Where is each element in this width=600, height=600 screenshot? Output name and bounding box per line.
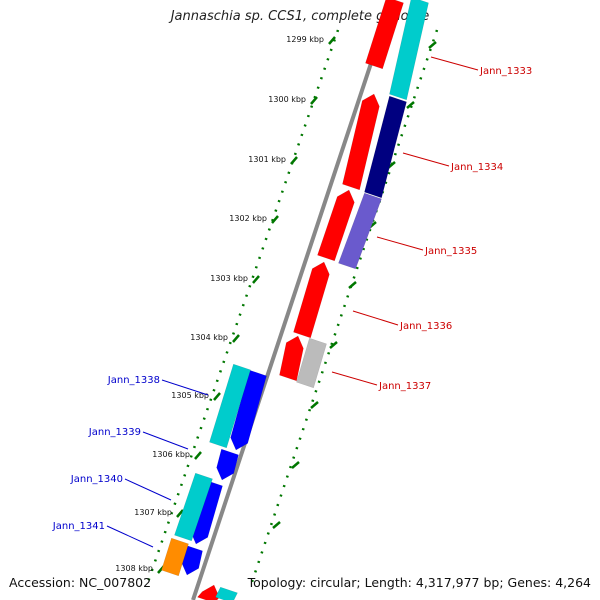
tick-mark-inner [310,401,319,409]
gene-label: Jann_1341 [52,521,105,532]
gene-label: Jann_1334 [450,162,503,173]
tick-mark [213,392,221,401]
feature-cyan [215,586,238,600]
tick-mark [176,509,184,518]
tick-mark [271,215,279,224]
gene-label-leader [124,478,172,501]
feature-navy [364,95,407,199]
feature-cyan [389,0,429,101]
cds-reverse [317,189,355,262]
tick-mark [328,36,336,45]
gene-label: Jann_1335 [424,246,477,257]
tick-label: 1299 kbp [286,35,324,44]
feature-orange [161,537,189,577]
genome-backbone [191,0,394,600]
tick-label: 1308 kbp [115,564,153,573]
gene-label: Jann_1336 [399,321,452,332]
tick-mark-inner [428,41,437,49]
tick-mark-inner [272,521,281,529]
cds-forward [230,369,267,451]
gene-label-leader [331,371,378,386]
gene-label-leader [352,310,399,326]
tick-mark-inner [348,281,357,289]
tick-label: 1301 kbp [248,155,286,164]
tick-track-inner [250,29,439,583]
tick-mark [194,451,202,460]
gene-label-leader [106,525,154,548]
tick-mark [232,334,240,343]
gene-label: Jann_1340 [70,474,123,485]
features [161,0,429,600]
tick-label: 1304 kbp [190,333,228,342]
accession-text: Accession: NC_007802 [9,575,152,590]
tick-track-outer [146,29,340,583]
tick-label: 1302 kbp [229,214,267,223]
gene-label: Jann_1339 [88,427,141,438]
map-title: Jannaschia sp. CCS1, complete genome [170,9,430,24]
tick-marks: 1299 kbp 1300 kbp 1301 kbp 1302 kbp 1303 kbp… [115,35,437,574]
cds-reverse [293,261,330,339]
tick-mark [252,275,260,284]
tick-mark [310,96,318,105]
cds-reverse [279,335,304,382]
gene-label-leader [142,431,189,450]
tick-mark-inner [329,341,338,349]
tick-label: 1307 kbp [134,508,172,517]
tick-mark-inner [291,461,300,469]
gene-label: Jann_1333 [479,66,532,77]
cds-reverse [197,584,220,600]
gene-labels: Jann_1333 Jann_1334 Jann_1335 Jann_1336 Jann… [52,56,532,548]
tick-label: 1306 kbp [152,450,190,459]
cds-reverse [365,0,404,70]
cds-forward [216,448,239,481]
tick-label: 1303 kbp [210,274,248,283]
gene-label-leader [376,236,424,251]
topology-summary: Topology: circular; Length: 4,317,977 bp… [247,575,591,590]
gene-label: Jann_1337 [378,381,431,392]
feature-cyan [209,363,251,449]
tick-mark [290,156,298,165]
cds-reverse [342,93,380,191]
gene-label: Jann_1338 [107,375,160,386]
tick-label: 1305 kbp [171,391,209,400]
tick-mark-inner [406,101,415,109]
gene-label-leader [402,152,450,167]
tick-label: 1300 kbp [268,95,306,104]
gene-label-leader [161,379,209,396]
feature-gray [296,337,327,389]
gene-label-leader [430,56,479,71]
feature-slate [338,192,382,270]
feature-cyan [174,472,213,542]
